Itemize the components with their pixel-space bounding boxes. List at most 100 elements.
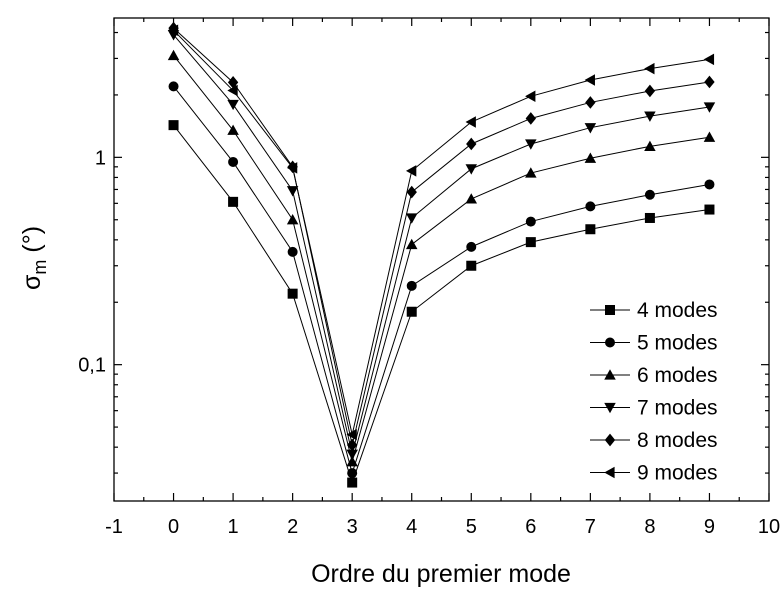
data-point [644,212,655,223]
y-axis-title-symbol: σ [18,274,46,290]
data-point [228,196,239,207]
legend-marker [605,305,615,315]
data-point [405,238,418,250]
data-point [346,449,358,460]
legend-label: 5 modes [637,332,718,355]
x-tick-label: 4 [406,516,417,538]
x-tick-label: 1 [228,516,239,538]
data-point [644,140,656,151]
data-point [346,428,357,441]
data-point [347,477,358,488]
x-tick-label: 2 [287,516,298,538]
data-point [286,186,299,197]
y-axis-title-unit: (°) [18,226,46,260]
data-point [406,306,417,317]
data-point [525,167,537,178]
data-point [704,204,715,215]
x-axis-title: Ordre du premier mode [311,560,571,588]
x-tick-label: 0 [168,516,179,538]
legend-label: 9 modes [637,462,718,485]
legend-marker [604,466,615,479]
data-point [704,179,715,190]
data-point [465,164,478,175]
data-point [347,438,358,452]
data-point [644,62,655,75]
data-point [704,75,715,89]
data-point [644,111,656,122]
x-tick-label: 3 [347,516,358,538]
legend-marker [604,433,616,447]
data-point [525,90,536,103]
legend-label: 8 modes [637,429,718,452]
legend-marker [605,337,615,348]
data-point [585,96,596,109]
data-point [585,201,596,212]
data-point [466,260,477,271]
data-point [703,53,715,66]
legend-marker [604,369,616,380]
data-point [584,152,597,163]
data-point [703,131,716,142]
x-tick-label: 8 [644,516,655,538]
data-point [287,246,298,257]
y-tick-label: 1 [95,147,106,169]
data-point [644,189,655,200]
data-point [525,112,536,125]
legend-label: 6 modes [637,364,718,387]
data-point [227,124,239,135]
data-point [286,162,298,174]
legend-label: 7 modes [637,397,718,420]
data-point [346,456,358,467]
x-tick-label: 10 [758,516,780,538]
data-point [525,237,536,248]
axis-ticks: -1 0 1 2 3 4 5 6 7 8 9 10 0,1 1 [78,18,780,538]
series-line-1-left [173,124,353,483]
data-point [465,193,478,204]
data-point [287,288,298,299]
data-point [406,185,417,199]
series-line-2-left [173,86,353,474]
data-point [584,74,595,86]
data-point [286,214,299,225]
data-point [703,102,716,113]
data-point [167,24,179,37]
data-point [405,213,418,224]
y-axis-title-subscript: m [30,260,50,275]
series-line-3-left [173,55,353,462]
data-point [228,156,239,167]
data-point [227,99,239,111]
legend-marker [604,402,616,414]
series-markers [167,21,716,488]
series-line-5-right [351,81,710,446]
x-tick-label: 6 [525,516,536,538]
series-line-5-left [173,27,353,446]
series-line-4-left [173,34,353,455]
data-point [644,84,656,98]
data-point [585,224,596,235]
data-point [525,216,536,227]
series-lines [173,27,710,483]
data-point [227,76,239,89]
x-tick-label: -1 [105,516,123,538]
data-point [347,468,358,479]
legend-label: 4 modes [637,299,718,322]
series-line-6-left [173,29,353,435]
data-point [584,123,597,134]
data-point [168,120,179,131]
data-point [465,116,476,128]
data-point [466,137,477,151]
x-tick-label: 5 [466,516,477,538]
legend: 4 modes 5 modes 6 modes 7 modes 8 modes 9 mod… [590,299,718,485]
x-tick-label: 9 [704,516,715,538]
svg-text:σm (°): σm (°) [18,226,50,290]
data-point [525,139,537,150]
data-point [466,241,477,252]
data-point [227,84,238,97]
y-axis-title: σm (°) [18,226,50,290]
x-tick-label: 7 [585,516,596,538]
data-point [168,81,179,92]
y-tick-label: 0,1 [78,355,106,377]
data-point [406,280,417,291]
data-point [167,49,180,61]
